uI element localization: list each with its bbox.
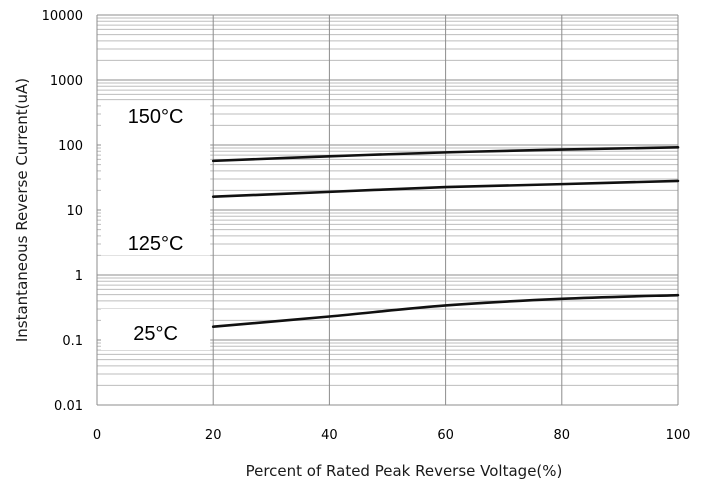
- y-tick-label: 0.1: [62, 334, 83, 349]
- x-tick-label: 60: [437, 428, 454, 443]
- y-tick-label: 0.01: [54, 399, 83, 414]
- series-line: [211, 146, 680, 163]
- series-label-layer: 150°C 125°C 25°C: [128, 106, 184, 345]
- y-tick-label: 100: [58, 139, 83, 154]
- y-tick-label: 10: [66, 204, 83, 219]
- x-axis-title: Percent of Rated Peak Reverse Voltage(%): [246, 462, 563, 480]
- x-tick-label: 20: [205, 428, 222, 443]
- series-label: 150°C: [128, 106, 184, 128]
- label-box: [101, 308, 211, 351]
- y-tick-label: 1000: [50, 74, 83, 89]
- tick-layer: 0 20 40 60 80 100 0.01 0.1 1 10 100 1000 10000: [42, 9, 691, 443]
- y-axis-title: Instantaneous Reverse Current(uA): [13, 78, 31, 342]
- series-label: 125°C: [128, 233, 184, 255]
- label-box-layer: [101, 104, 211, 351]
- y-tick-label: 10000: [42, 9, 83, 24]
- label-box: [101, 104, 211, 256]
- x-tick-label: 0: [93, 428, 101, 443]
- x-tick-label: 100: [666, 428, 691, 443]
- series-line: [211, 179, 680, 199]
- curve-layer: [211, 146, 680, 329]
- x-tick-label: 40: [321, 428, 338, 443]
- series-line: [211, 293, 680, 329]
- y-tick-label: 1: [75, 269, 83, 284]
- series-label: 25°C: [133, 323, 178, 345]
- x-tick-label: 80: [554, 428, 571, 443]
